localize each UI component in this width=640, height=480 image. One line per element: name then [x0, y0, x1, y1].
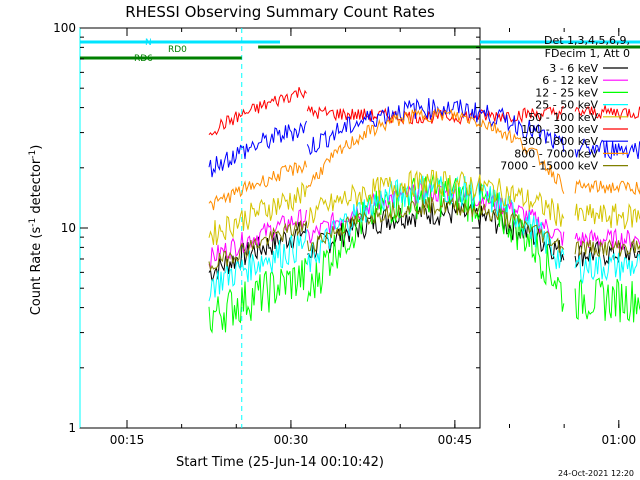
flag-label-n: N: [145, 38, 152, 48]
series-trace-s8: [208, 107, 640, 211]
series-trace-s5: [208, 169, 640, 246]
legend-label-s5: 50 - 100 keV: [528, 111, 598, 124]
y-tick-label-2: 100: [53, 21, 76, 35]
x-tick-label-3: 01:00: [602, 433, 637, 447]
flag-label-rd6: RD6: [134, 54, 153, 64]
legend-label-s4: 25 - 50 keV: [535, 99, 598, 112]
legend-label-s8: 800 - 7000 keV: [514, 147, 598, 160]
flag-label-rd0: RD0: [168, 45, 187, 55]
timestamp: 24-Oct-2021 12:20: [558, 469, 634, 478]
plot-border: [79, 27, 481, 429]
series-layer: [208, 87, 640, 334]
series-trace-s2: [208, 183, 640, 269]
legend-header-1: Det 1,3,4,5,6,9,: [544, 34, 630, 47]
y-tick-label-0: 1: [68, 421, 76, 435]
x-tick-label-0: 00:15: [110, 433, 145, 447]
x-tick-label-2: 00:45: [438, 433, 473, 447]
x-tick-label-1: 00:30: [274, 433, 309, 447]
legend-label-s6: 100 - 300 keV: [521, 123, 598, 136]
ticks-layer: 00:1500:3000:4501:0001:1501:3001:4511010…: [53, 21, 637, 447]
series-trace-s9: [208, 196, 640, 272]
legend-label-s9: 7000 - 15000 keV: [500, 160, 598, 173]
legend-header-2: FDecim 1, Att 0: [545, 47, 630, 60]
y-axis-label: Count Rate (s-1 detector-1): [28, 145, 44, 316]
flags-layer: N RD0 RD6: [80, 38, 640, 64]
legend-label-s3: 12 - 25 keV: [535, 86, 598, 99]
chart-title: RHESSI Observing Summary Count Rates: [125, 3, 435, 21]
legend-label-s2: 6 - 12 keV: [542, 74, 598, 87]
legend-label-s1: 3 - 6 keV: [549, 62, 598, 75]
legend: Det 1,3,4,5,6,9, FDecim 1, Att 0 3 - 6 k…: [500, 34, 630, 173]
series-trace-s7: [208, 98, 640, 178]
legend-label-s7: 300 - 800 keV: [521, 135, 598, 148]
x-axis-label: Start Time (25-Jun-14 00:10:42): [176, 455, 384, 470]
y-tick-label-1: 10: [61, 221, 76, 235]
